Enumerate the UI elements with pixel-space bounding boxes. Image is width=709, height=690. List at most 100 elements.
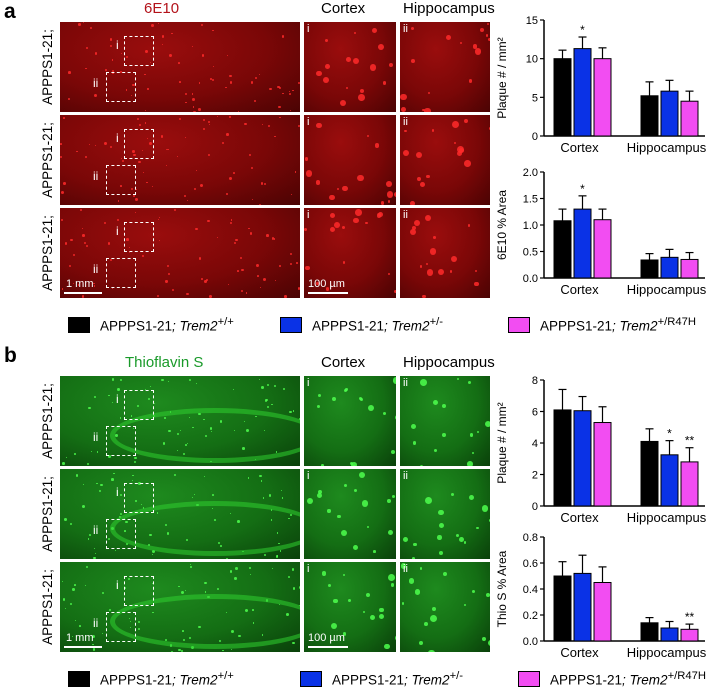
significance-marker: *: [580, 23, 585, 37]
micrograph-cortex-zoom: [304, 469, 396, 559]
micrograph-cortex-zoom: [304, 208, 396, 298]
bar: [660, 454, 679, 507]
bar: [680, 258, 699, 279]
micrograph-hippocampus-zoom: [400, 562, 490, 652]
zoom-label-ii: ii: [403, 377, 408, 389]
x-category-label: Cortex: [560, 140, 599, 155]
scale-bar-overview: [64, 646, 102, 648]
y-tick-label: 15: [526, 15, 538, 27]
panel-letter-b: b: [4, 344, 17, 367]
x-category-label: Hippocampus: [627, 282, 707, 297]
y-tick-label: 4: [532, 438, 538, 450]
y-tick-label: 0: [532, 501, 538, 513]
roi-box-cortex: [124, 36, 154, 66]
roi-box-cortex: [124, 390, 154, 420]
legend-label: APPPS1-21; Trem2+/R47H: [550, 670, 707, 688]
y-tick-label: 0.4: [523, 584, 538, 596]
roi-label-i: i: [116, 578, 119, 592]
chart-a-plaque-count: 0 5 10 15 Plaque # / mm² * Cortex Hippocampus: [495, 15, 707, 155]
y-tick-label: 0.2: [523, 610, 538, 622]
roi-label-ii: ii: [93, 430, 99, 444]
bar: [573, 48, 592, 137]
legend-swatch: [518, 671, 540, 687]
x-category-label: Hippocampus: [627, 510, 707, 525]
roi-box-hippocampus: [106, 165, 136, 195]
bar: [640, 440, 659, 507]
zoom-label-i: i: [307, 209, 310, 221]
bar: [660, 90, 679, 137]
micrograph-hippocampus-zoom: [400, 208, 490, 298]
y-tick-label: 8: [532, 375, 538, 387]
micrograph-cortex-zoom: [304, 562, 396, 652]
scale-bar-zoom: [308, 292, 348, 294]
legend-item-wt: APPPS1-21; Trem2+/+: [68, 668, 234, 690]
roi-label-ii: ii: [93, 523, 99, 537]
y-tick-label: 2: [532, 470, 538, 482]
legend-item-het: APPPS1-21; Trem2+/-: [280, 314, 443, 336]
micrograph-overview: [60, 22, 300, 112]
legend-swatch: [300, 671, 322, 687]
y-tick-label: 0.8: [523, 532, 538, 544]
zoom-label-i: i: [307, 377, 310, 389]
zoom-label-ii: ii: [403, 23, 408, 35]
scale-label-overview: 1 mm: [66, 278, 94, 290]
significance-marker: *: [667, 427, 672, 441]
zoom-label-ii: ii: [403, 116, 408, 128]
panel-b-title: Thioflavin S: [125, 354, 204, 371]
y-tick-label: 0.0: [523, 636, 538, 648]
roi-label-ii: ii: [93, 169, 99, 183]
legend-swatch: [508, 317, 530, 333]
y-tick-label: 6: [532, 407, 538, 419]
zoom-label-ii: ii: [403, 563, 408, 575]
roi-label-ii: ii: [93, 616, 99, 630]
bar: [553, 58, 572, 137]
bar: [640, 259, 659, 279]
bar: [640, 622, 659, 642]
roi-box-cortex: [124, 129, 154, 159]
panel-letter-a: a: [4, 0, 16, 23]
y-tick-label: 0.6: [523, 558, 538, 570]
y-axis-label: Thio S % Area: [495, 550, 509, 627]
bar: [593, 58, 612, 137]
scale-bar-zoom: [308, 646, 348, 648]
significance-marker: **: [685, 434, 695, 448]
row-label-prefix: APPPS1-21;: [40, 383, 55, 459]
zoom-label-ii: ii: [403, 470, 408, 482]
bar: [553, 575, 572, 642]
bar: [640, 95, 659, 137]
bar: [660, 256, 679, 279]
bar: [680, 100, 699, 137]
y-axis-label: 6E10 % Area: [495, 190, 509, 260]
micrograph-overview: [60, 469, 300, 559]
roi-box-hippocampus: [106, 258, 136, 288]
bar: [553, 220, 572, 279]
x-category-label: Cortex: [560, 282, 599, 297]
legend-swatch: [68, 671, 90, 687]
row-label-prefix: APPPS1-21;: [40, 215, 55, 291]
x-category-label: Hippocampus: [627, 645, 707, 660]
panel-a-title: 6E10: [144, 0, 180, 17]
legend-a: APPPS1-21; Trem2+/+ APPPS1-21; Trem2+/- …: [0, 314, 709, 336]
legend-label: APPPS1-21; Trem2+/+: [100, 670, 234, 688]
legend-label: APPPS1-21; Trem2+/-: [332, 670, 464, 688]
roi-box-hippocampus: [106, 72, 136, 102]
roi-box-cortex: [124, 222, 154, 252]
legend-label: APPPS1-21; Trem2+/+: [100, 316, 234, 334]
y-tick-label: 1.5: [523, 194, 538, 206]
scale-label-zoom: 100 µm: [308, 632, 345, 644]
roi-box-cortex: [124, 576, 154, 606]
roi-label-i: i: [116, 485, 119, 499]
bar: [660, 627, 679, 642]
micrograph-hippocampus-zoom: [400, 469, 490, 559]
legend-item-r47h: APPPS1-21; Trem2+/R47H: [518, 668, 706, 690]
micrograph-overview: [60, 208, 300, 298]
significance-marker: **: [685, 610, 695, 624]
micrograph-hippocampus-zoom: [400, 22, 490, 112]
legend-item-wt: APPPS1-21; Trem2+/+: [68, 314, 234, 336]
bar: [593, 219, 612, 279]
panel-b-col-hippocampus: Hippocampus: [403, 354, 495, 371]
roi-label-i: i: [116, 224, 119, 238]
roi-box-hippocampus: [106, 519, 136, 549]
bar: [573, 208, 592, 279]
